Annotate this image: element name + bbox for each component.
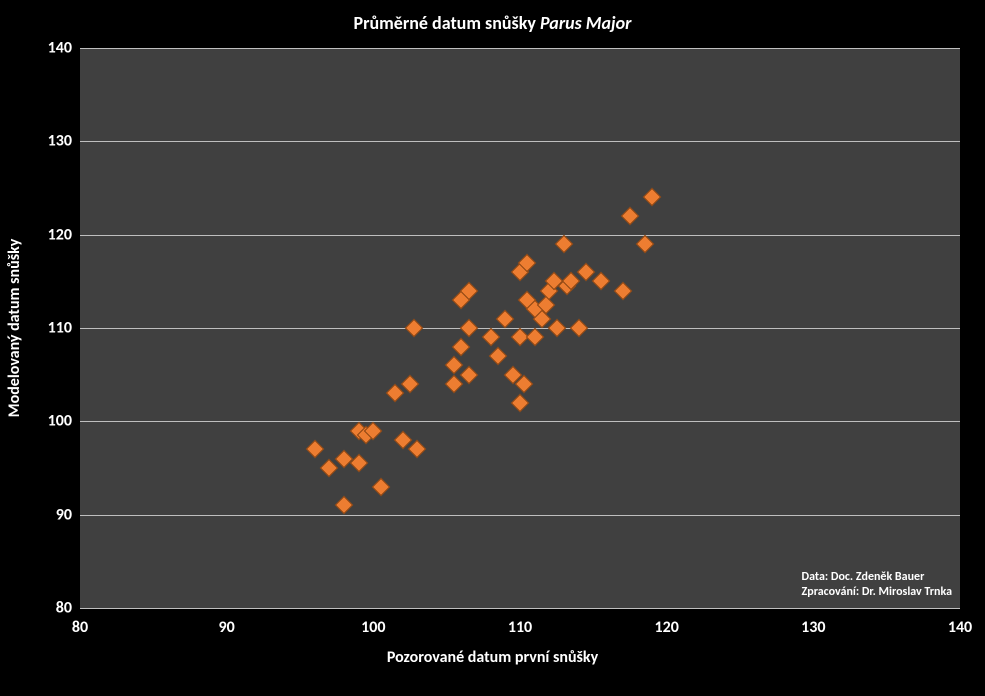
data-point [320,459,338,477]
grid-line [80,421,960,422]
plot-area: Data: Doc. Zdeněk BauerZpracování: Dr. M… [80,48,960,608]
data-point [621,207,639,225]
x-tick-label: 120 [654,618,678,637]
data-point [459,319,477,337]
data-point [371,477,389,495]
x-tick-label: 140 [948,618,972,637]
data-point [335,449,353,467]
x-axis-title: Pozorované datum první snůšky [0,648,985,667]
data-point [555,235,573,253]
data-point [452,337,470,355]
chart-title-regular: Průměrné datum snůšky [354,12,540,34]
grid-line [80,515,960,516]
data-point [613,281,631,299]
x-tick-label: 90 [219,618,235,637]
data-point [547,319,565,337]
y-tick-label: 130 [36,132,72,151]
credit-line: Zpracování: Dr. Miroslav Trnka [802,585,952,600]
data-point [408,440,426,458]
grid-line [80,48,960,49]
x-tick-label: 110 [508,618,532,637]
chart-title: Průměrné datum snůšky Parus Major [0,12,985,34]
y-tick-label: 100 [36,412,72,431]
data-point [386,384,404,402]
data-point [405,319,423,337]
chart-frame: Průměrné datum snůšky Parus Major Data: … [0,0,985,696]
data-point [445,375,463,393]
y-axis-title: Modelovaný datum snůšky [5,239,24,418]
data-point [489,347,507,365]
y-tick-label: 110 [36,319,72,338]
data-point [459,365,477,383]
grid-line [80,141,960,142]
x-tick-label: 80 [72,618,88,637]
y-tick-label: 140 [36,39,72,58]
y-tick-label: 90 [36,505,72,524]
credits: Data: Doc. Zdeněk BauerZpracování: Dr. M… [802,570,952,600]
data-point [349,454,367,472]
data-point [569,319,587,337]
credit-line: Data: Doc. Zdeněk Bauer [802,570,952,585]
data-point [591,272,609,290]
data-point [335,496,353,514]
data-point [635,235,653,253]
x-tick-label: 100 [361,618,385,637]
grid-line [80,608,960,609]
data-point [643,188,661,206]
x-tick-label: 130 [801,618,825,637]
y-tick-label: 80 [36,599,72,618]
data-point [496,309,514,327]
data-point [445,356,463,374]
grid-line [80,235,960,236]
data-point [305,440,323,458]
chart-title-italic: Parus Major [540,12,632,34]
y-tick-label: 120 [36,225,72,244]
data-point [511,393,529,411]
data-point [401,375,419,393]
data-point [525,328,543,346]
data-point [481,328,499,346]
